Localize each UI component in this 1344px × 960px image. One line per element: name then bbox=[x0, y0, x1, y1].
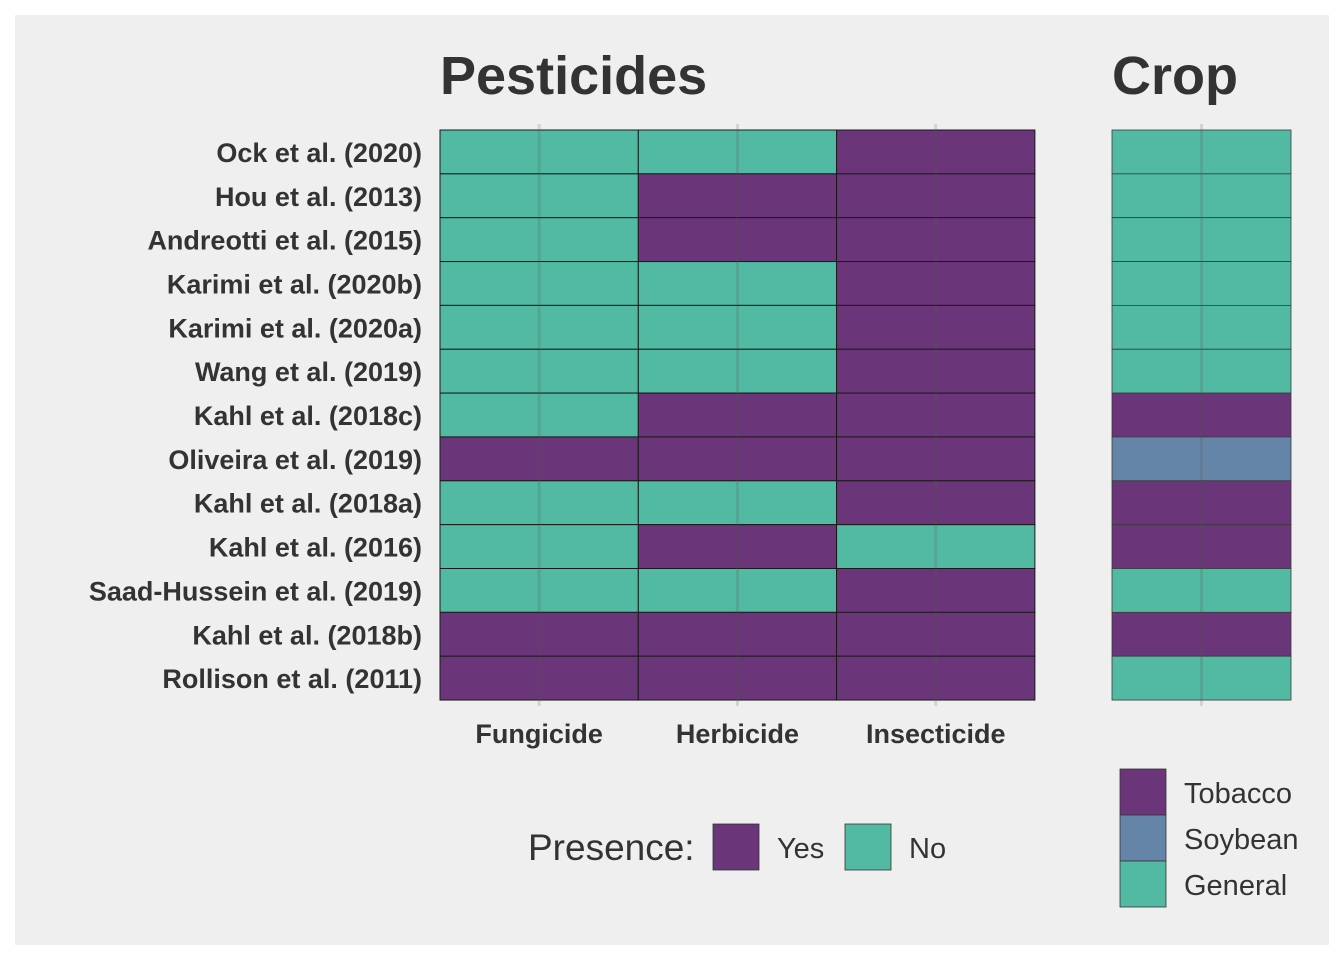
presence-legend: Presence: Yes No bbox=[528, 823, 946, 871]
crop-cell bbox=[1111, 348, 1292, 394]
legend-key bbox=[844, 823, 892, 871]
crop-cell bbox=[1111, 129, 1292, 175]
heatmap-cell bbox=[637, 655, 838, 701]
heatmap-cell bbox=[439, 392, 639, 438]
heatmap-cell bbox=[439, 304, 639, 350]
row-label: Oliveira et al. (2019) bbox=[168, 445, 422, 475]
heatmap-cell bbox=[836, 392, 1036, 438]
heatmap-cell bbox=[637, 129, 838, 175]
pesticides-title: Pesticides bbox=[440, 46, 707, 106]
legend-label: No bbox=[909, 833, 946, 865]
legend-key bbox=[1119, 860, 1167, 908]
heatmap-cell bbox=[439, 655, 639, 701]
heatmap-cell bbox=[637, 217, 838, 263]
row-label: Wang et al. (2019) bbox=[195, 357, 422, 387]
heatmap-cell bbox=[836, 524, 1036, 570]
legend-label: Tobacco bbox=[1184, 778, 1292, 810]
row-label: Kahl et al. (2016) bbox=[209, 533, 422, 563]
heatmap-cell bbox=[439, 568, 639, 613]
legend-label: General bbox=[1184, 870, 1287, 902]
crop-cell bbox=[1111, 173, 1292, 219]
row-labels: Ock et al. (2020) Hou et al. (2013) Andreo… bbox=[89, 138, 422, 694]
heatmap-cell bbox=[439, 348, 639, 394]
row-label: Karimi et al. (2020b) bbox=[167, 269, 422, 299]
legend-key bbox=[712, 823, 760, 871]
row-label: Saad-Hussein et al. (2019) bbox=[89, 576, 422, 606]
heatmap-cell bbox=[439, 261, 639, 306]
crop-cell bbox=[1111, 261, 1292, 306]
legend-key bbox=[1119, 768, 1167, 816]
legend-key bbox=[1119, 814, 1167, 862]
heatmap-cell bbox=[637, 348, 838, 394]
row-label: Rollison et al. (2011) bbox=[162, 664, 422, 694]
crop-cell bbox=[1111, 436, 1292, 482]
row-label: Kahl et al. (2018a) bbox=[194, 489, 422, 519]
heatmap-cell bbox=[836, 480, 1036, 526]
row-label: Ock et al. (2020) bbox=[216, 138, 422, 168]
heatmap-cell bbox=[637, 304, 838, 350]
heatmap-cell bbox=[637, 480, 838, 526]
heatmap-cell bbox=[439, 436, 639, 482]
heatmap-cell bbox=[836, 348, 1036, 394]
crop-cell bbox=[1111, 524, 1292, 569]
crop-heatmap bbox=[1111, 124, 1292, 707]
heatmap-cell bbox=[836, 261, 1036, 306]
heatmap-cell bbox=[439, 480, 639, 526]
heatmap-cell bbox=[637, 611, 838, 657]
heatmap-cell bbox=[836, 436, 1036, 482]
legend-label: Yes bbox=[777, 833, 824, 865]
heatmap-cell bbox=[836, 304, 1036, 350]
row-label: Kahl et al. (2018b) bbox=[192, 620, 422, 650]
column-labels: Fungicide Herbicide Insecticide bbox=[475, 719, 1005, 749]
crop-cell bbox=[1111, 217, 1292, 262]
heatmap-cell bbox=[836, 611, 1036, 657]
crop-cell bbox=[1111, 568, 1292, 613]
heatmap-cell bbox=[439, 217, 639, 263]
crop-cell bbox=[1111, 611, 1292, 657]
column-label: Fungicide bbox=[475, 719, 603, 749]
heatmap-cell bbox=[439, 129, 639, 175]
row-label: Hou et al. (2013) bbox=[215, 182, 422, 212]
heatmap-cell bbox=[637, 524, 838, 570]
crop-cell bbox=[1111, 304, 1292, 350]
crop-legend: Tobacco Soybean General bbox=[1119, 768, 1299, 908]
row-label: Kahl et al. (2018c) bbox=[194, 401, 422, 431]
presence-legend-title: Presence: bbox=[528, 827, 695, 868]
crop-cell bbox=[1111, 655, 1292, 701]
row-label: Andreotti et al. (2015) bbox=[147, 226, 422, 256]
heatmap-cell bbox=[836, 129, 1036, 175]
pesticides-heatmap bbox=[439, 124, 1036, 707]
heatmap-cell bbox=[637, 392, 838, 438]
crop-cell bbox=[1111, 480, 1292, 526]
crop-title: Crop bbox=[1112, 46, 1238, 106]
heatmap-cell bbox=[637, 436, 838, 482]
legend-label: Soybean bbox=[1184, 824, 1299, 856]
row-label: Karimi et al. (2020a) bbox=[168, 313, 422, 343]
column-label: Insecticide bbox=[866, 719, 1006, 749]
heatmap-cell bbox=[836, 217, 1036, 263]
column-label: Herbicide bbox=[676, 719, 799, 749]
heatmap-cell bbox=[836, 655, 1036, 701]
